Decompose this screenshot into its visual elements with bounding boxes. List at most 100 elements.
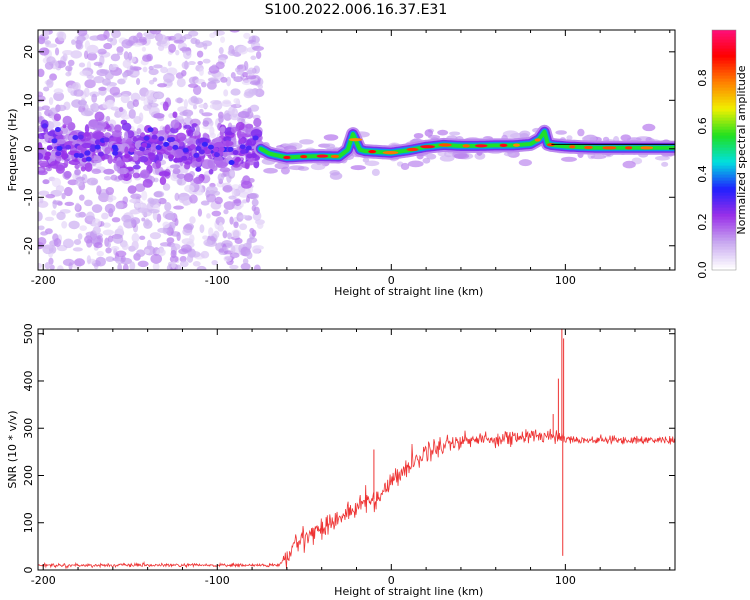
noise-blob bbox=[86, 52, 98, 61]
noise-blob bbox=[56, 211, 66, 221]
noise-blob bbox=[175, 97, 184, 104]
noise-blob bbox=[218, 115, 224, 123]
noise-blob bbox=[122, 59, 132, 69]
colorbar-segment bbox=[712, 66, 736, 70]
noise-blob bbox=[56, 265, 64, 270]
noise-blob bbox=[138, 112, 144, 122]
noise-blob bbox=[145, 90, 157, 100]
noise-blob bbox=[138, 156, 149, 163]
noise-core bbox=[227, 146, 234, 152]
noise-blob bbox=[121, 242, 129, 251]
ridge-halo bbox=[288, 165, 305, 171]
noise-blob bbox=[231, 187, 236, 198]
ridge-halo bbox=[566, 135, 573, 141]
noise-blob bbox=[229, 30, 240, 33]
noise-blob bbox=[80, 98, 87, 108]
noise-core bbox=[212, 147, 219, 153]
colorbar-segment bbox=[712, 165, 736, 169]
noise-blob bbox=[208, 120, 214, 127]
noise-blob bbox=[152, 262, 160, 270]
noise-blob bbox=[53, 113, 62, 122]
noise-blob bbox=[132, 136, 138, 142]
bottom-ytick-label: 300 bbox=[22, 418, 35, 439]
noise-blob bbox=[129, 65, 134, 75]
noise-blob bbox=[61, 220, 68, 229]
noise-core bbox=[240, 149, 247, 155]
noise-blob bbox=[211, 210, 222, 217]
noise-core bbox=[65, 144, 72, 150]
noise-blob bbox=[149, 30, 162, 35]
noise-blob bbox=[144, 248, 150, 254]
noise-blob bbox=[89, 103, 96, 110]
noise-blob bbox=[222, 230, 228, 239]
noise-blob bbox=[215, 61, 225, 70]
noise-blob bbox=[253, 264, 261, 270]
ridge-halo bbox=[280, 166, 290, 175]
noise-core bbox=[111, 144, 118, 150]
colorbar: 0.0 0.2 0.4 0.6 0.8 Normalized spectral ampli… bbox=[696, 29, 748, 279]
noise-blob bbox=[67, 84, 73, 94]
noise-blob bbox=[84, 199, 93, 207]
ridge-halo bbox=[422, 157, 431, 164]
noise-blob bbox=[139, 95, 146, 101]
noise-blob bbox=[180, 244, 192, 253]
noise-blob bbox=[112, 132, 122, 137]
noise-blob bbox=[187, 61, 196, 66]
noise-blob bbox=[249, 80, 261, 86]
noise-blob bbox=[81, 110, 93, 117]
colorbar-segment bbox=[712, 261, 736, 265]
noise-blob bbox=[64, 201, 75, 207]
noise-blob bbox=[251, 198, 259, 207]
noise-blob bbox=[177, 115, 184, 120]
noise-blob bbox=[78, 62, 86, 68]
noise-blob bbox=[157, 227, 168, 233]
noise-blob bbox=[200, 81, 207, 88]
noise-blob bbox=[236, 131, 246, 137]
bottom-ytick-label: 200 bbox=[22, 465, 35, 486]
bottom-xtick-label: -100 bbox=[205, 574, 230, 587]
colorbar-segment bbox=[712, 57, 736, 61]
noise-blob bbox=[178, 141, 184, 147]
colorbar-segment bbox=[712, 60, 736, 64]
noise-core bbox=[195, 157, 202, 163]
noise-blob bbox=[186, 113, 192, 119]
colorbar-segment bbox=[712, 168, 736, 172]
noise-blob bbox=[187, 83, 199, 88]
noise-blob bbox=[95, 256, 107, 267]
noise-blob bbox=[244, 162, 250, 170]
noise-blob bbox=[223, 201, 236, 210]
colorbar-segment bbox=[712, 132, 736, 136]
ridge-halo bbox=[642, 123, 656, 132]
noise-blob bbox=[249, 104, 260, 112]
noise-blob bbox=[256, 221, 264, 230]
colorbar-segment bbox=[712, 240, 736, 244]
noise-core bbox=[166, 145, 173, 151]
noise-blob bbox=[105, 256, 115, 262]
top-ytick-label: -20 bbox=[22, 237, 35, 255]
ridge-halo bbox=[590, 154, 607, 160]
noise-blob bbox=[213, 30, 225, 36]
noise-blob bbox=[192, 160, 202, 167]
noise-blob bbox=[52, 200, 63, 205]
noise-blob bbox=[110, 53, 121, 62]
colorbar-segment bbox=[712, 96, 736, 100]
ridge-halo bbox=[577, 128, 585, 137]
noise-blob bbox=[166, 213, 175, 221]
noise-blob bbox=[221, 101, 232, 108]
noise-blob bbox=[189, 234, 195, 243]
ridge-core bbox=[438, 143, 452, 147]
colorbar-segment bbox=[712, 114, 736, 118]
noise-blob bbox=[168, 43, 177, 53]
noise-blob bbox=[183, 163, 190, 170]
ridge-core bbox=[499, 143, 508, 147]
noise-blob bbox=[189, 216, 196, 224]
noise-blob bbox=[38, 236, 47, 246]
ridge-halo bbox=[299, 139, 314, 145]
noise-core bbox=[195, 166, 202, 172]
noise-blob bbox=[218, 248, 225, 253]
noise-blob bbox=[141, 217, 146, 222]
noise-blob bbox=[67, 124, 75, 130]
noise-blob bbox=[64, 186, 73, 197]
ridge-halo bbox=[263, 167, 278, 174]
ridge-core bbox=[625, 146, 633, 150]
